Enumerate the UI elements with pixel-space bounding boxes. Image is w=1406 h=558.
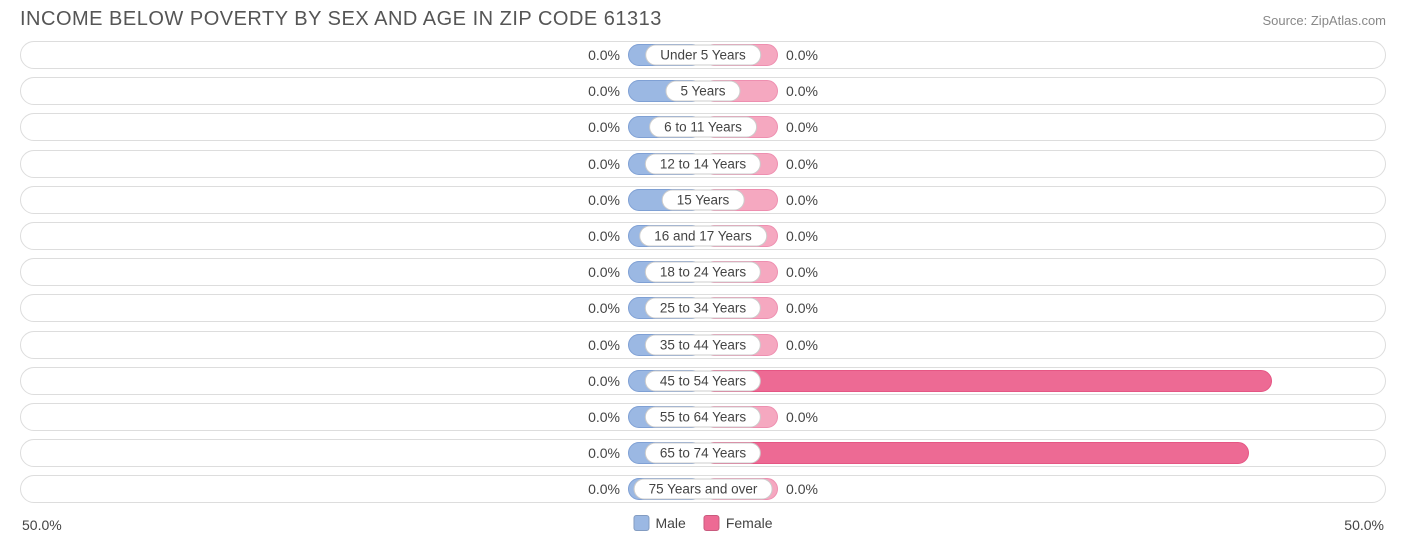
chart-footer: 50.0% Male Female 50.0% — [20, 511, 1386, 541]
chart-row: 0.0%0.0%Under 5 Years — [20, 41, 1386, 69]
category-label: 65 to 74 Years — [645, 443, 761, 464]
category-label: 15 Years — [662, 189, 745, 210]
category-label: 75 Years and over — [634, 479, 773, 500]
diverging-bar-chart: 0.0%0.0%Under 5 Years 0.0%0.0%5 Years 0.0%… — [0, 41, 1406, 503]
chart-row: 0.0%0.0%25 to 34 Years — [20, 294, 1386, 322]
chart-row: 0.0%0.0%5 Years — [20, 77, 1386, 105]
chart-row: 0.0%0.0%18 to 24 Years — [20, 258, 1386, 286]
category-label: 55 to 64 Years — [645, 406, 761, 427]
legend-item-female: Female — [704, 515, 773, 531]
category-label: 5 Years — [665, 81, 740, 102]
chart-source: Source: ZipAtlas.com — [1262, 13, 1386, 28]
axis-max-right: 50.0% — [1344, 517, 1384, 533]
legend: Male Female — [633, 515, 772, 531]
chart-row: 0.0%0.0%75 Years and over — [20, 475, 1386, 503]
chart-row: 0.0%0.0%35 to 44 Years — [20, 331, 1386, 359]
female-bar — [703, 442, 1249, 464]
category-label: 6 to 11 Years — [649, 117, 757, 138]
legend-item-male: Male — [633, 515, 685, 531]
chart-row: 0.0%0.0%6 to 11 Years — [20, 113, 1386, 141]
chart-row: 0.0%0.0%12 to 14 Years — [20, 150, 1386, 178]
chart-row: 0.0%0.0%55 to 64 Years — [20, 403, 1386, 431]
category-label: 18 to 24 Years — [645, 262, 761, 283]
chart-title: INCOME BELOW POVERTY BY SEX AND AGE IN Z… — [20, 8, 662, 31]
category-label: 16 and 17 Years — [639, 225, 767, 246]
chart-row: 0.0%0.0%16 and 17 Years — [20, 222, 1386, 250]
chart-row: 0.0%40.0%65 to 74 Years — [20, 439, 1386, 467]
category-label: Under 5 Years — [645, 45, 761, 66]
female-bar — [703, 370, 1272, 392]
male-swatch-icon — [633, 515, 649, 531]
chart-row: 0.0%41.7%45 to 54 Years — [20, 367, 1386, 395]
category-label: 35 to 44 Years — [645, 334, 761, 355]
axis-max-left: 50.0% — [22, 517, 62, 533]
category-label: 25 to 34 Years — [645, 298, 761, 319]
legend-male-label: Male — [655, 515, 685, 531]
female-swatch-icon — [704, 515, 720, 531]
category-label: 45 to 54 Years — [645, 370, 761, 391]
chart-header: INCOME BELOW POVERTY BY SEX AND AGE IN Z… — [0, 0, 1406, 41]
chart-row: 0.0%0.0%15 Years — [20, 186, 1386, 214]
category-label: 12 to 14 Years — [645, 153, 761, 174]
legend-female-label: Female — [726, 515, 773, 531]
